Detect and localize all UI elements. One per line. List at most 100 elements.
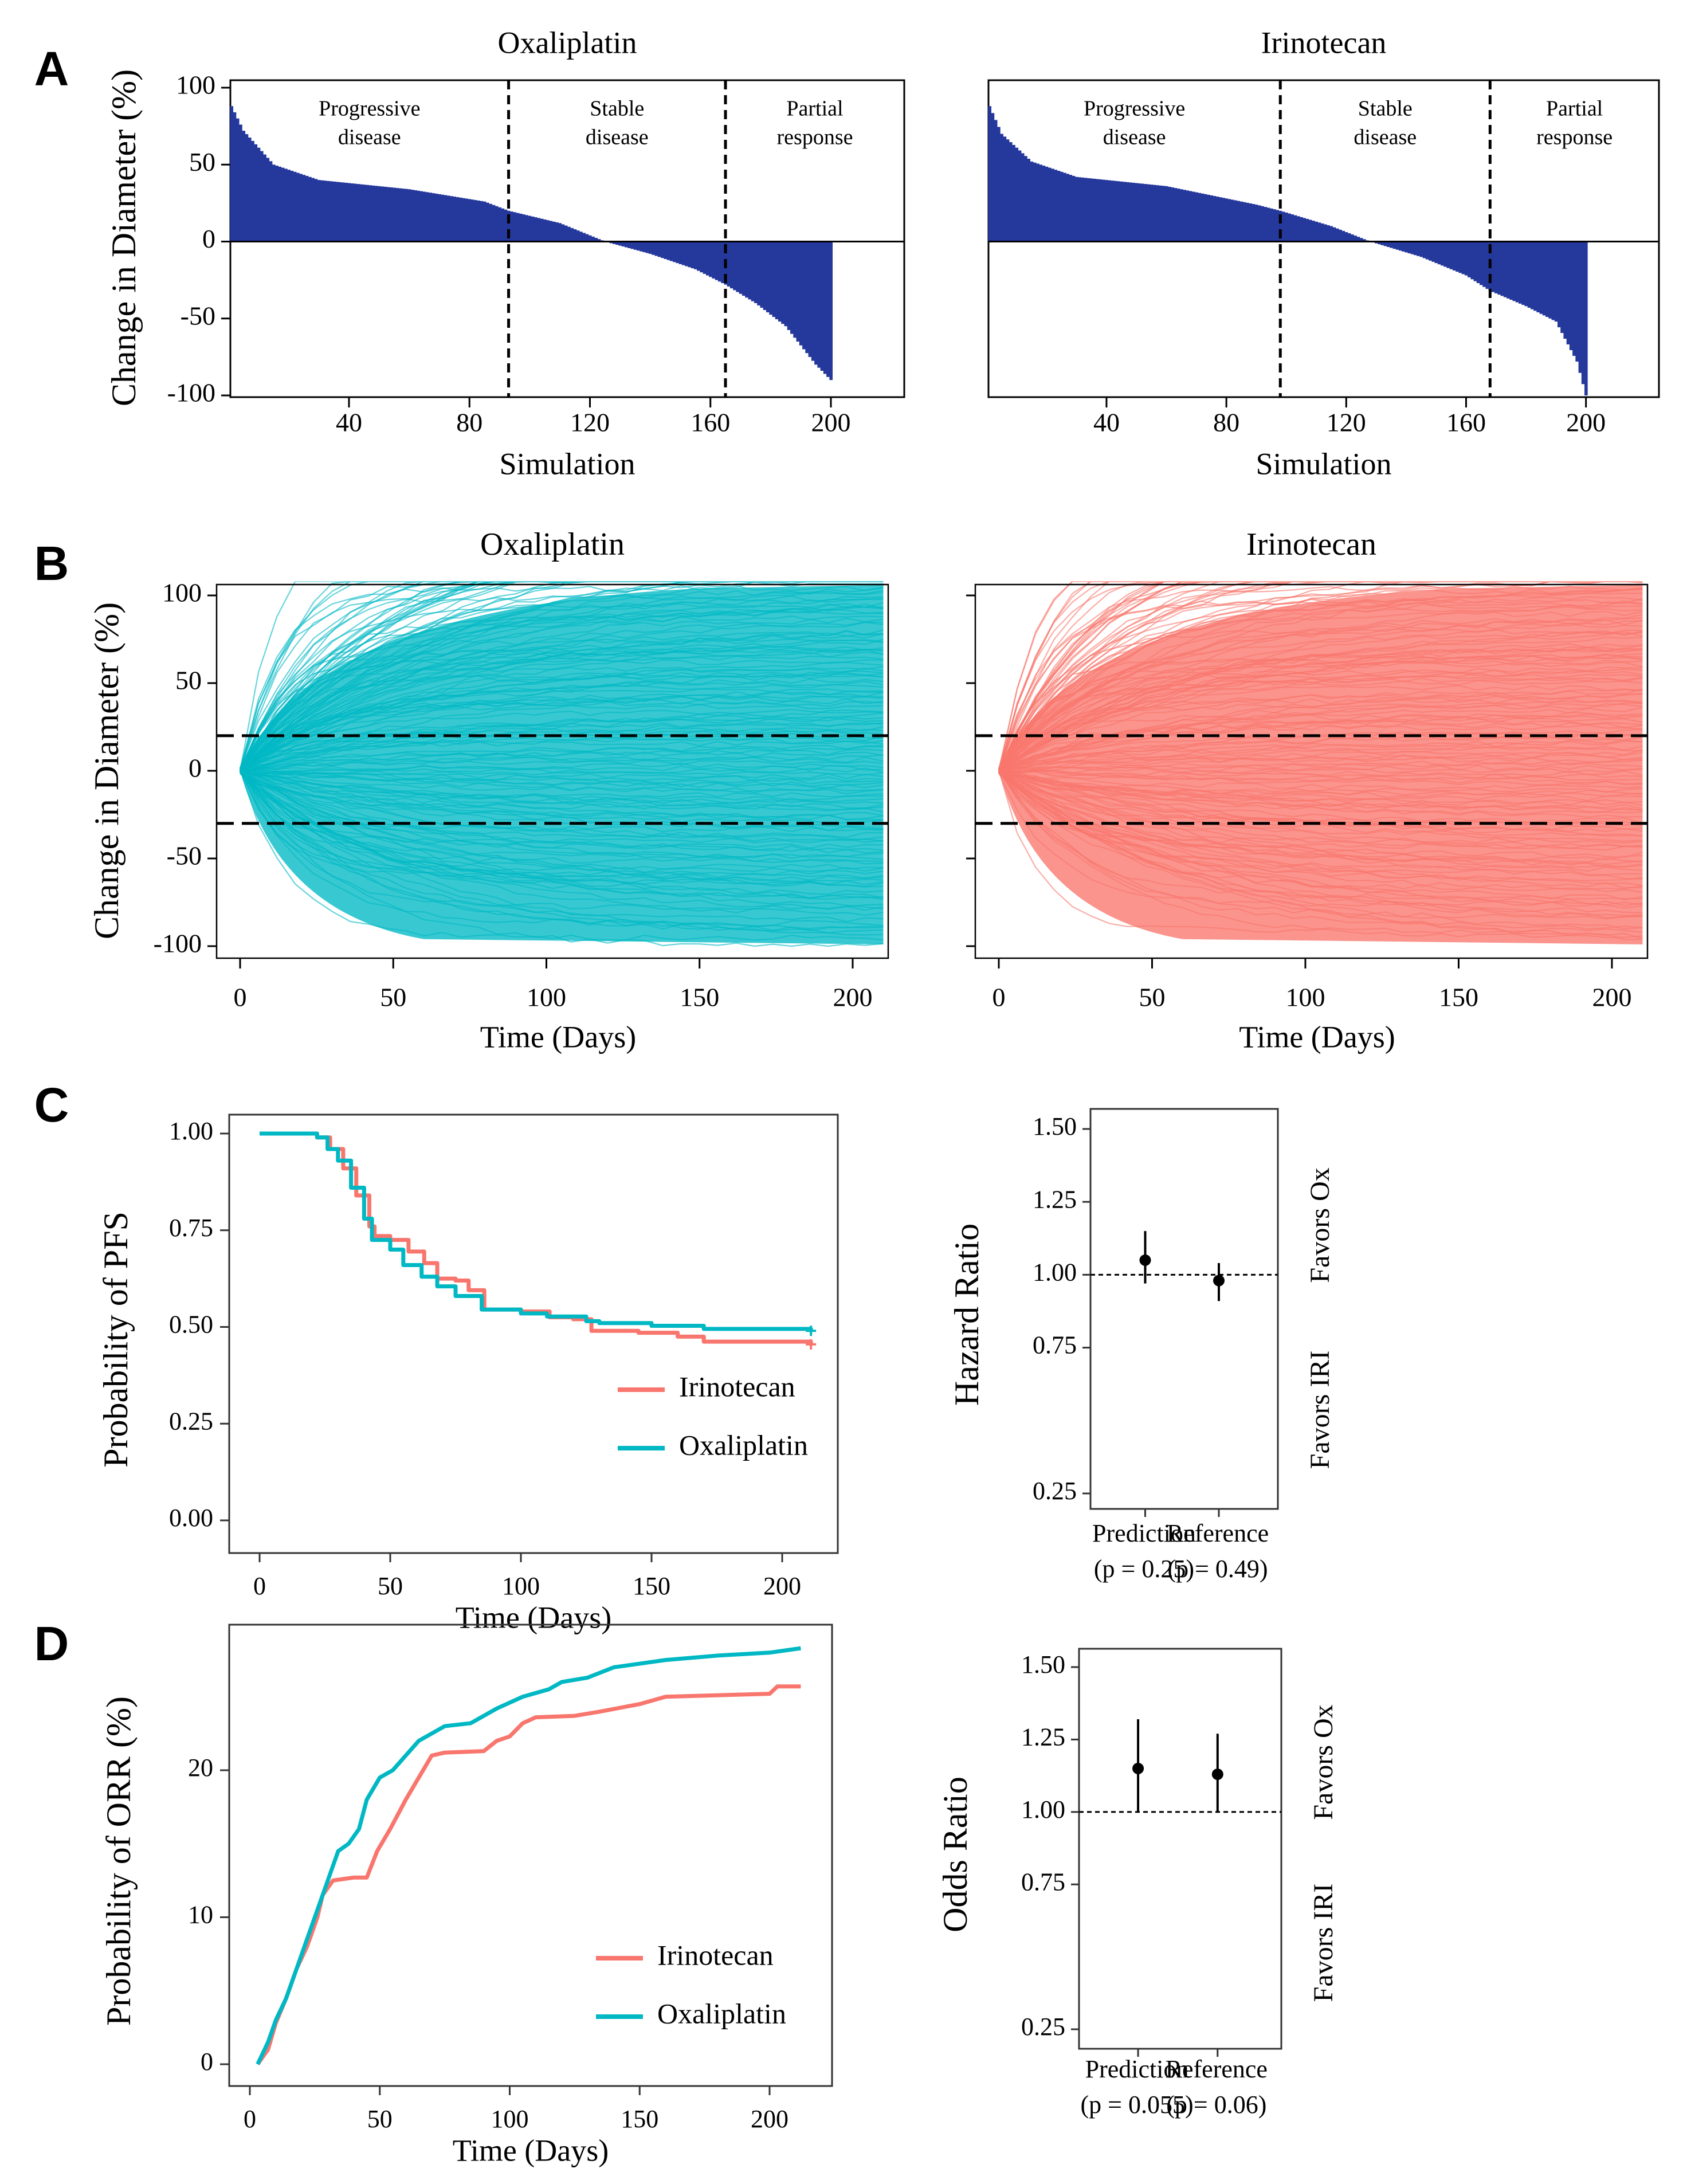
bar — [426, 192, 429, 242]
chart-title: Oxaliplatin — [498, 25, 637, 60]
bar — [555, 222, 559, 242]
y-tick-label: 50 — [175, 666, 202, 695]
bar — [1584, 241, 1588, 395]
x-tick-label: 100 — [527, 983, 566, 1012]
chart-title: Irinotecan — [1261, 25, 1387, 60]
bar — [1470, 241, 1474, 280]
bar — [429, 193, 432, 242]
bar — [242, 131, 246, 242]
bar — [1234, 200, 1237, 242]
bar — [401, 189, 405, 242]
trajectory-line — [240, 581, 884, 770]
bar — [781, 241, 784, 324]
bar — [236, 118, 240, 242]
bar — [374, 186, 378, 242]
bar — [597, 239, 601, 242]
bar — [1164, 186, 1168, 242]
bar — [594, 238, 598, 242]
x-tick-label: 200 — [1592, 983, 1631, 1012]
trajectory-line — [240, 581, 884, 770]
x-tick-label: 80 — [1213, 408, 1239, 437]
bar — [356, 184, 360, 242]
bar — [1407, 241, 1411, 254]
bar — [1429, 241, 1432, 261]
bar — [1281, 211, 1285, 242]
legend-label: Oxaliplatin — [679, 1429, 808, 1461]
bar — [395, 188, 399, 242]
bar — [582, 233, 586, 242]
y-tick-label: 1.50 — [1033, 1112, 1077, 1140]
bar — [1363, 239, 1366, 242]
bar — [323, 181, 327, 242]
bar — [272, 164, 276, 242]
bar — [1266, 207, 1270, 242]
y-tick-label: 1.00 — [1033, 1258, 1077, 1286]
x-tick-label: 80 — [456, 408, 482, 437]
bar — [350, 183, 354, 242]
bar — [362, 185, 366, 242]
bar — [1413, 241, 1417, 256]
bar — [640, 241, 643, 252]
bar — [769, 241, 772, 315]
bar — [1195, 192, 1198, 242]
bar — [1135, 183, 1139, 242]
bar — [1207, 194, 1210, 242]
bar — [1249, 203, 1252, 242]
bar — [498, 207, 501, 242]
bar — [784, 241, 788, 327]
bar — [263, 154, 266, 242]
bar — [733, 241, 736, 291]
favors-iri-label: Favors IRI — [1308, 1884, 1339, 2002]
waterfall-chart-oxaliplatin: Oxaliplatin Progressive disease Stable disea… — [105, 25, 905, 481]
bar — [314, 179, 318, 242]
bar — [1446, 241, 1450, 268]
panel-label-D: D — [34, 1617, 69, 1671]
bar — [254, 144, 258, 242]
bar — [700, 241, 704, 273]
trajectory-line — [998, 581, 1643, 773]
bar — [1425, 241, 1429, 260]
bar — [543, 219, 547, 242]
waterfall-chart-irinotecan: Irinotecan Progressive disease Stable diseas… — [987, 25, 1660, 481]
bar — [407, 189, 411, 242]
bar — [1473, 241, 1477, 281]
bar — [1335, 228, 1339, 242]
x-tick-label: 200 — [751, 2105, 788, 2133]
bar — [558, 223, 562, 242]
x-tick-label: 160 — [691, 408, 730, 437]
bar — [1560, 241, 1564, 334]
bar — [1176, 189, 1180, 242]
trajectory-line — [998, 581, 1643, 771]
x-tick-label: 0 — [992, 983, 1006, 1012]
bar — [1464, 241, 1468, 276]
bar — [636, 241, 640, 251]
bar — [811, 241, 815, 361]
bar — [468, 199, 472, 242]
bar — [654, 241, 658, 256]
bar — [1527, 241, 1531, 308]
bar — [320, 180, 324, 242]
bar — [1503, 241, 1507, 297]
bar — [1449, 241, 1453, 269]
bar — [588, 235, 592, 242]
bar — [1329, 226, 1333, 242]
bar — [302, 175, 306, 242]
bar — [678, 241, 682, 264]
y-tick-label: 1.25 — [1021, 1723, 1065, 1751]
bar — [1308, 219, 1312, 242]
trajectory-line — [239, 581, 884, 770]
pfs-chart: 0 50 100 150 200 1.00 0.75 0.50 0.25 0.00 Time (Da… — [97, 1113, 839, 1634]
trajectory-line — [240, 581, 884, 773]
bar — [579, 232, 583, 242]
bar — [1437, 241, 1441, 265]
x-tick-label: 0 — [253, 1572, 266, 1600]
bar — [495, 206, 499, 242]
y-tick-label: 0 — [201, 2048, 213, 2076]
y-axis-label: Probability of ORR (%) — [100, 1696, 138, 2026]
bar — [661, 241, 664, 258]
bar — [290, 170, 294, 242]
bar — [1339, 229, 1342, 242]
bar — [537, 218, 541, 242]
bar — [444, 195, 448, 242]
